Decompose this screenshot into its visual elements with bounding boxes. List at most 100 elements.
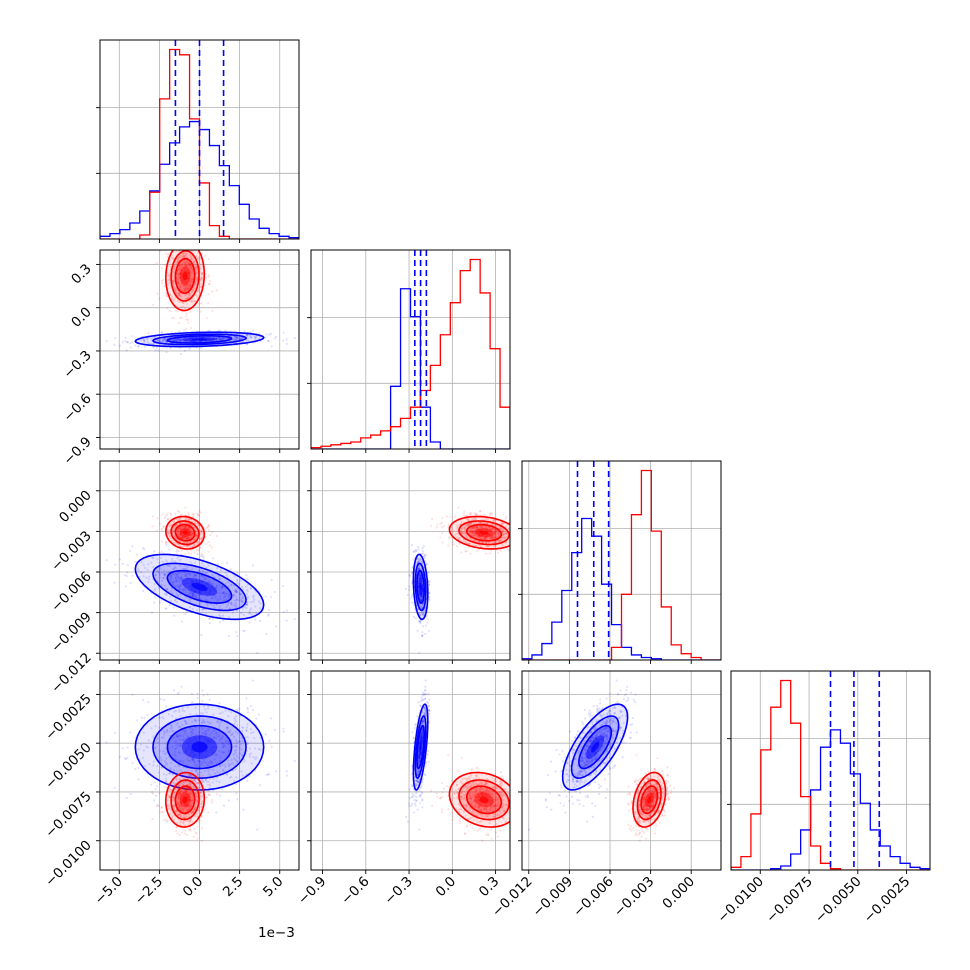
sample-point [248, 747, 252, 750]
sample-point [249, 335, 253, 339]
sample-point [489, 527, 492, 530]
sample-point [256, 828, 259, 831]
sample-point [173, 753, 176, 756]
sample-point [142, 338, 145, 342]
sample-point [235, 336, 238, 339]
sample-point [185, 261, 189, 264]
sample-point [196, 608, 199, 611]
sample-point [169, 768, 173, 771]
sample-point [455, 544, 458, 548]
sample-point [157, 587, 161, 590]
sample-point [181, 301, 185, 304]
sample-point [206, 707, 210, 710]
sample-point [199, 267, 202, 270]
sample-point [484, 537, 487, 540]
sample-point [169, 575, 172, 578]
sample-point [463, 510, 466, 513]
sample-point [300, 624, 302, 626]
sample-point [191, 568, 194, 571]
sample-point [188, 285, 191, 288]
sample-point [217, 721, 220, 724]
sample-point [188, 572, 191, 575]
sample-point [425, 563, 429, 566]
sample-point [166, 587, 169, 591]
sample-point [200, 276, 203, 279]
sample-point [274, 335, 278, 339]
sample-point [187, 321, 190, 324]
sample-point [201, 731, 204, 735]
sample-point [224, 593, 227, 596]
sample-point [171, 280, 175, 283]
sample-point [467, 523, 470, 526]
sample-point [240, 611, 243, 615]
sample-point [189, 549, 192, 552]
sample-point [185, 254, 188, 258]
sample-point [234, 758, 237, 761]
sample-point [191, 592, 195, 595]
sample-point [189, 591, 192, 594]
sample-point [160, 331, 163, 334]
sample-point [458, 537, 461, 540]
sample-point [202, 608, 205, 611]
sample-point [170, 539, 173, 542]
sample-point [191, 532, 194, 535]
sample-point [203, 576, 206, 579]
sample-point [174, 286, 177, 289]
sample-point [248, 334, 252, 337]
sample-point [154, 573, 157, 577]
sample-point [176, 575, 180, 578]
sample-point [225, 605, 228, 608]
sample-point [212, 557, 215, 560]
sample-point [477, 535, 480, 539]
y-tick-label: 0.000 [56, 487, 95, 526]
sample-point [187, 536, 190, 540]
sample-point [235, 745, 238, 748]
sample-point [185, 722, 188, 725]
sample-point [171, 281, 175, 284]
sample-point [483, 513, 486, 516]
sample-point [175, 338, 179, 341]
sample-point [265, 773, 268, 777]
sample-point [224, 739, 227, 742]
sample-point [211, 531, 214, 534]
sample-point [199, 546, 202, 549]
sample-point [208, 617, 212, 620]
sample-point [166, 530, 169, 533]
sample-point [282, 730, 285, 733]
sample-point [183, 294, 186, 297]
sample-point [190, 535, 193, 538]
sample-point [502, 530, 505, 533]
sample-point [190, 266, 193, 269]
sample-point [184, 264, 187, 267]
panel-body [522, 461, 721, 660]
sample-point [178, 322, 181, 325]
sample-point [435, 526, 438, 529]
sample-point [504, 542, 507, 545]
sample-point [198, 603, 201, 606]
sample-point [211, 617, 214, 620]
sample-point [418, 560, 421, 563]
sample-point [168, 279, 171, 282]
sample-point [181, 567, 184, 570]
sample-point [236, 634, 239, 638]
sample-point [184, 327, 188, 331]
sample-point [470, 530, 473, 533]
sample-point [194, 522, 197, 525]
sample-point [463, 515, 466, 518]
sample-point [168, 265, 171, 268]
sample-point [186, 571, 189, 575]
sample-point [191, 244, 193, 246]
sample-point [188, 606, 192, 609]
sample-point [176, 278, 179, 281]
sample-point [499, 527, 502, 530]
sample-point [417, 545, 420, 549]
sample-point [231, 337, 235, 340]
sample-point [458, 523, 461, 526]
sample-point [173, 751, 177, 754]
diagonal-panel-2 [518, 460, 722, 664]
sample-point [183, 526, 186, 529]
sample-point [161, 339, 164, 342]
sample-point [505, 541, 508, 544]
sample-point [175, 723, 178, 726]
sample-point [267, 773, 270, 776]
